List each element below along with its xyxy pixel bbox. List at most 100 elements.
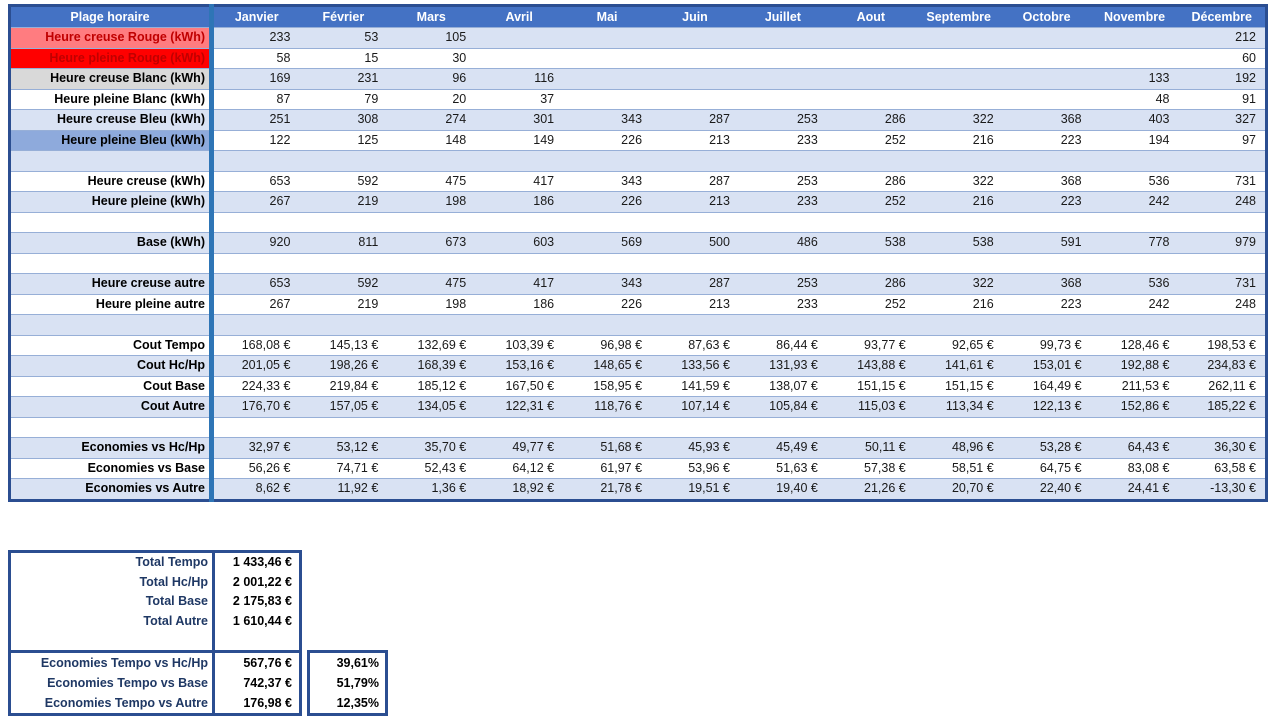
data-cell[interactable]: 201,05 € [211, 355, 300, 377]
data-cell[interactable]: 731 [1178, 171, 1267, 192]
data-cell[interactable]: 252 [826, 130, 915, 151]
row-label-cell[interactable]: Cout Autre [9, 396, 214, 418]
data-cell[interactable] [826, 212, 915, 233]
data-cell[interactable] [826, 89, 915, 110]
data-cell[interactable]: 219,84 € [299, 376, 388, 397]
data-cell[interactable] [651, 48, 739, 69]
data-cell[interactable]: 158,95 € [563, 376, 652, 397]
data-cell[interactable]: 167,50 € [475, 376, 564, 397]
row-label-cell[interactable]: Heure pleine autre [9, 294, 214, 315]
data-cell[interactable] [387, 417, 476, 438]
data-cell[interactable]: 1,36 € [387, 478, 476, 501]
data-cell[interactable]: 368 [1002, 109, 1091, 131]
data-cell[interactable]: 45,93 € [651, 437, 739, 459]
data-cell[interactable]: 148,65 € [563, 355, 652, 377]
data-cell[interactable]: 211,53 € [1090, 376, 1179, 397]
data-cell[interactable] [651, 253, 739, 274]
data-cell[interactable]: 103,39 € [475, 335, 564, 356]
data-cell[interactable]: 21,78 € [563, 478, 652, 501]
data-cell[interactable] [1090, 314, 1179, 336]
data-cell[interactable]: 185,22 € [1178, 396, 1267, 418]
data-cell[interactable] [826, 253, 915, 274]
data-cell[interactable] [1090, 212, 1179, 233]
data-cell[interactable]: 53,12 € [299, 437, 388, 459]
data-cell[interactable] [826, 417, 915, 438]
data-cell[interactable] [826, 27, 915, 49]
data-cell[interactable] [475, 150, 564, 172]
data-cell[interactable]: 145,13 € [299, 335, 388, 356]
data-cell[interactable]: 287 [651, 171, 739, 192]
data-cell[interactable] [651, 89, 739, 110]
data-cell[interactable]: 242 [1090, 191, 1179, 213]
data-cell[interactable] [651, 150, 739, 172]
data-cell[interactable]: 58 [211, 48, 300, 69]
data-cell[interactable] [1178, 212, 1267, 233]
data-cell[interactable]: 216 [914, 191, 1003, 213]
data-cell[interactable]: 216 [914, 130, 1003, 151]
data-cell[interactable] [563, 48, 652, 69]
data-cell[interactable]: 48 [1090, 89, 1179, 110]
data-cell[interactable] [738, 417, 827, 438]
data-cell[interactable]: 198,26 € [299, 355, 388, 377]
data-cell[interactable]: 35,70 € [387, 437, 476, 459]
data-cell[interactable] [1002, 417, 1091, 438]
summary-value-cell[interactable]: 2 001,22 € [212, 572, 301, 592]
data-cell[interactable]: 253 [738, 109, 827, 131]
data-cell[interactable] [387, 314, 476, 336]
summary-label-cell[interactable]: Economies Tempo vs Autre [9, 693, 214, 715]
summary-label-cell[interactable]: Total Base [9, 592, 214, 612]
data-cell[interactable]: 133 [1090, 68, 1179, 90]
summary-label-cell[interactable]: Total Autre [9, 611, 214, 631]
data-cell[interactable] [563, 150, 652, 172]
row-label-cell[interactable]: Heure pleine Blanc (kWh) [9, 89, 214, 110]
data-cell[interactable]: 233 [738, 294, 827, 315]
data-cell[interactable]: 51,63 € [738, 458, 827, 479]
month-header[interactable]: Juin [651, 5, 739, 28]
data-cell[interactable]: 811 [299, 232, 388, 254]
row-label-cell[interactable]: Heure creuse Blanc (kWh) [9, 68, 214, 90]
row-label-cell[interactable]: Heure creuse Bleu (kWh) [9, 109, 214, 131]
data-cell[interactable]: 96 [387, 68, 476, 90]
data-cell[interactable]: 198,53 € [1178, 335, 1267, 356]
data-cell[interactable]: 49,77 € [475, 437, 564, 459]
summary-label-cell[interactable] [9, 631, 214, 651]
data-cell[interactable]: 133,56 € [651, 355, 739, 377]
data-cell[interactable]: 979 [1178, 232, 1267, 254]
data-cell[interactable]: 143,88 € [826, 355, 915, 377]
data-cell[interactable] [738, 150, 827, 172]
data-cell[interactable]: 475 [387, 273, 476, 295]
data-cell[interactable]: 52,43 € [387, 458, 476, 479]
data-cell[interactable]: 63,58 € [1178, 458, 1267, 479]
data-cell[interactable] [563, 253, 652, 274]
data-cell[interactable]: 83,08 € [1090, 458, 1179, 479]
data-cell[interactable]: 198 [387, 191, 476, 213]
data-cell[interactable]: 603 [475, 232, 564, 254]
month-header[interactable]: Avril [475, 5, 564, 28]
data-cell[interactable]: 475 [387, 171, 476, 192]
data-cell[interactable]: 79 [299, 89, 388, 110]
data-cell[interactable]: 19,40 € [738, 478, 827, 501]
data-cell[interactable]: 286 [826, 273, 915, 295]
data-cell[interactable]: 226 [563, 191, 652, 213]
data-cell[interactable]: 253 [738, 273, 827, 295]
row-label-cell[interactable]: Heure creuse autre [9, 273, 214, 295]
data-cell[interactable]: 253 [738, 171, 827, 192]
summary-label-cell[interactable]: Economies Tempo vs Hc/Hp [9, 651, 214, 673]
data-cell[interactable]: 653 [211, 273, 300, 295]
data-cell[interactable] [475, 48, 564, 69]
data-cell[interactable]: 61,97 € [563, 458, 652, 479]
month-header[interactable]: Septembre [914, 5, 1003, 28]
data-cell[interactable] [738, 212, 827, 233]
data-cell[interactable]: 152,86 € [1090, 396, 1179, 418]
data-cell[interactable]: 30 [387, 48, 476, 69]
data-cell[interactable]: 58,51 € [914, 458, 1003, 479]
data-cell[interactable]: 233 [738, 191, 827, 213]
data-cell[interactable]: 212 [1178, 27, 1267, 49]
data-cell[interactable]: 122 [211, 130, 300, 151]
summary-percent-cell[interactable]: 12,35% [308, 693, 387, 715]
summary-percent-cell[interactable]: 39,61% [308, 651, 387, 673]
data-cell[interactable] [299, 314, 388, 336]
data-cell[interactable]: 51,68 € [563, 437, 652, 459]
data-cell[interactable]: 322 [914, 109, 1003, 131]
data-cell[interactable]: 74,71 € [299, 458, 388, 479]
